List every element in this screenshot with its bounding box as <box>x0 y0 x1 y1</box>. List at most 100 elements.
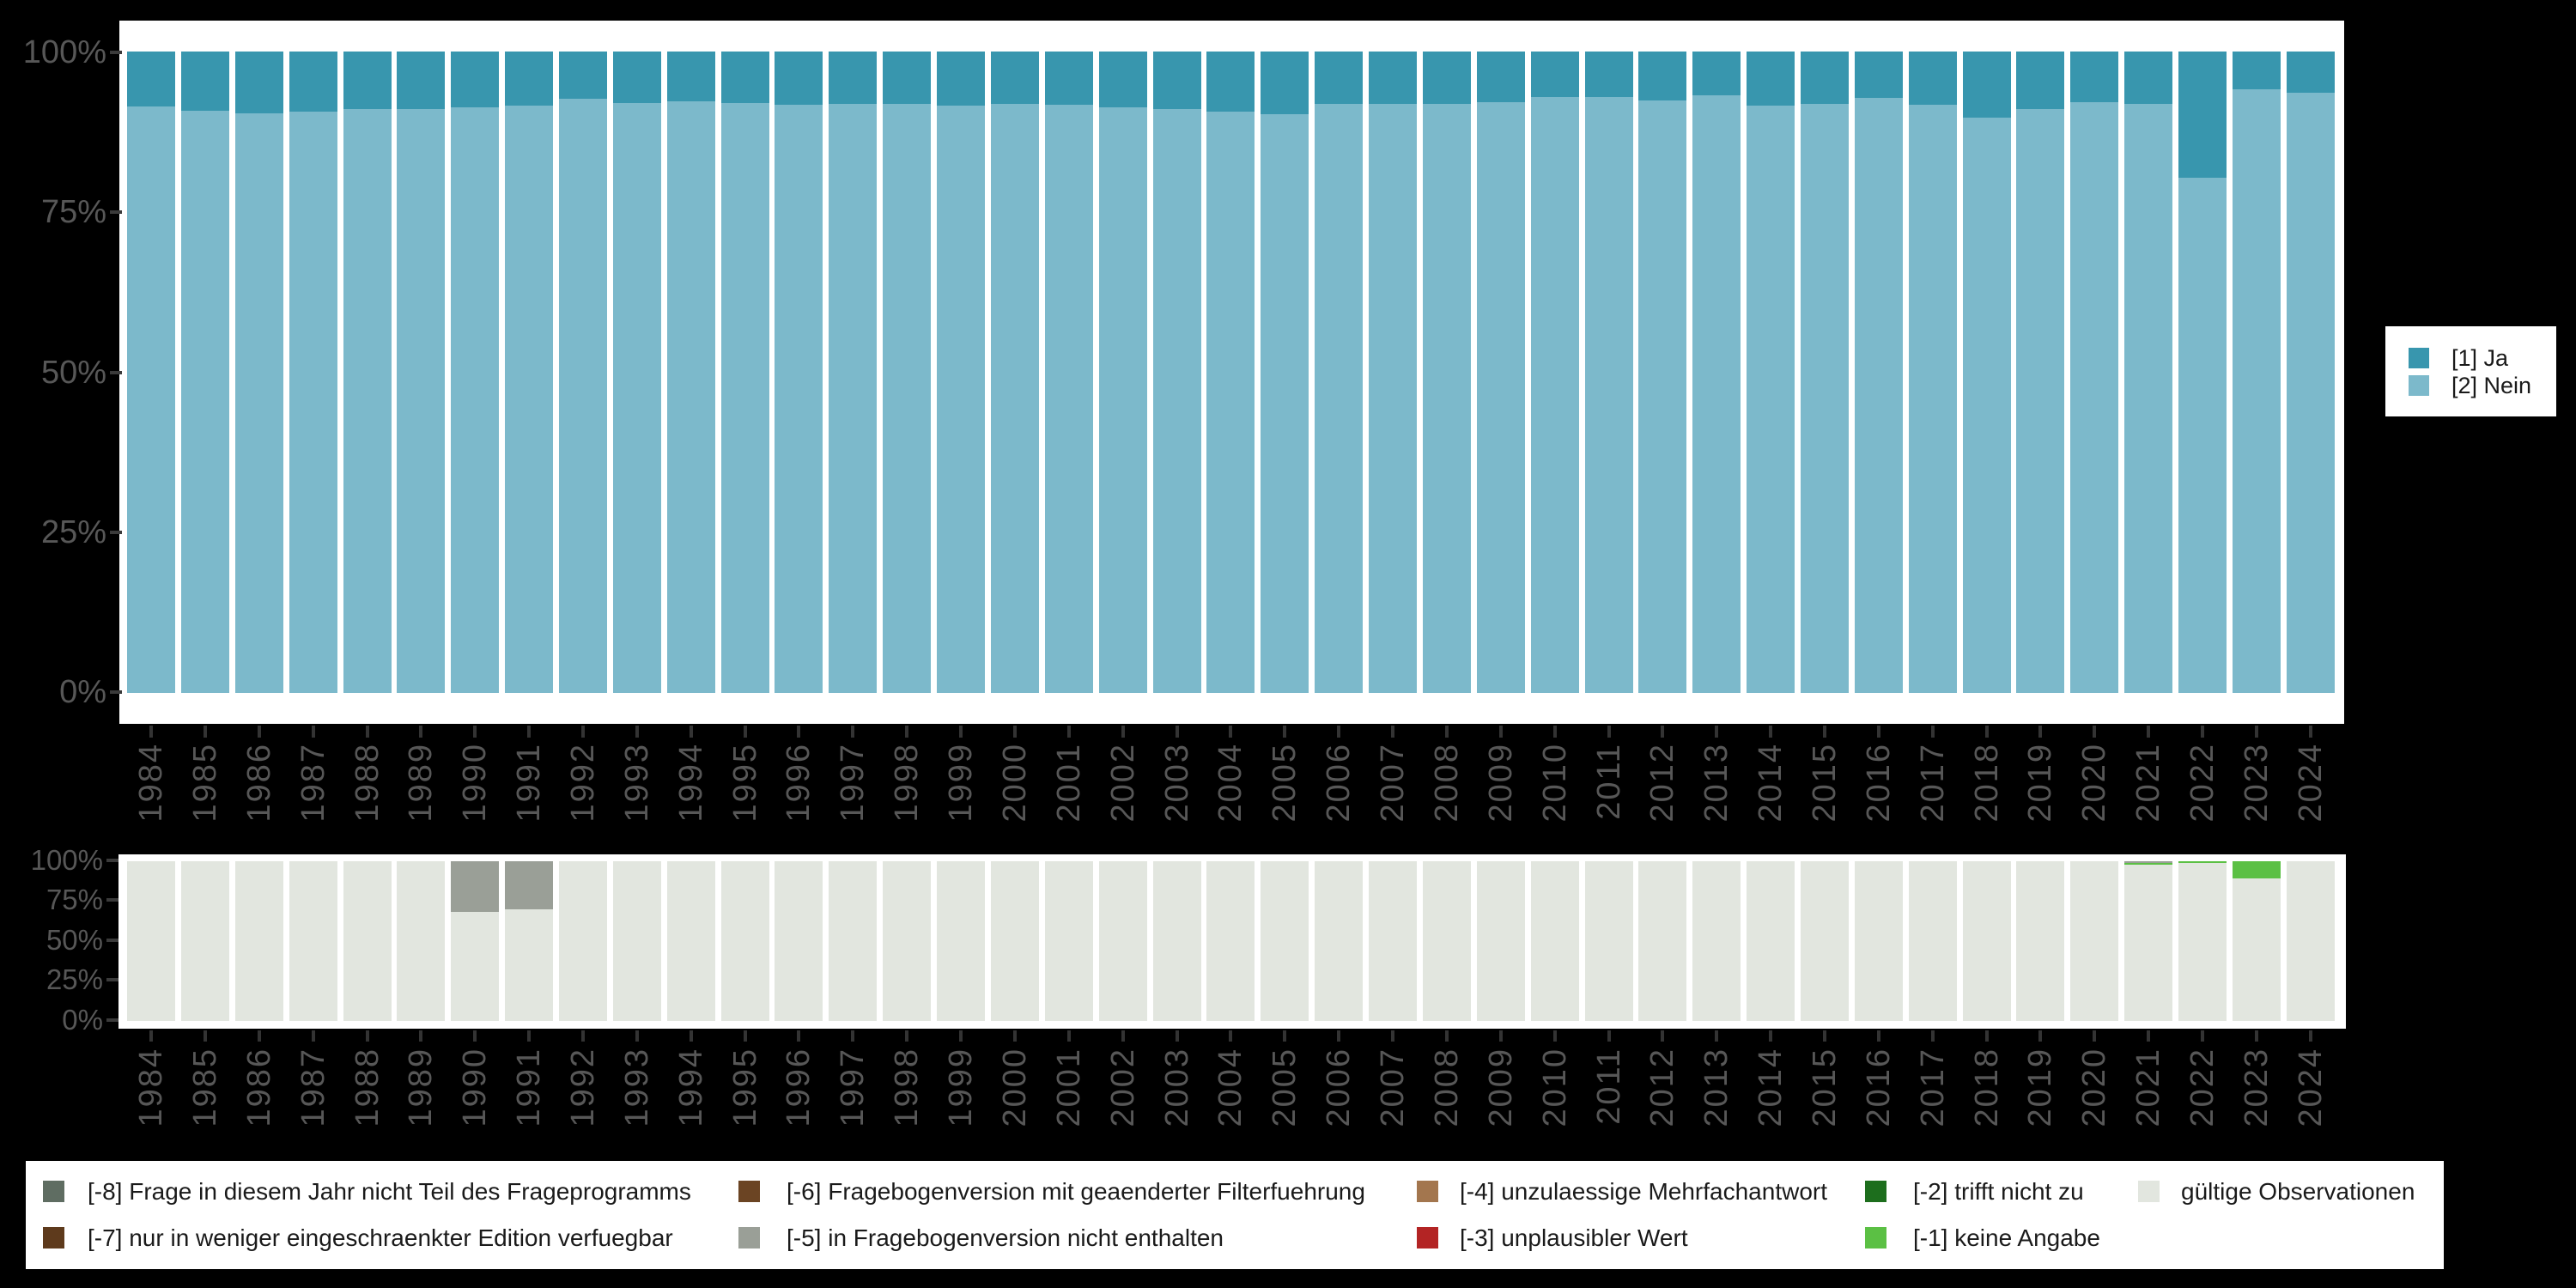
y-tick-50 <box>106 939 118 942</box>
x-tick-2021 <box>2147 726 2151 738</box>
x-label-2013: 2013 <box>1698 1048 1735 1127</box>
bar-1989 <box>397 861 446 1021</box>
x-tick-2003 <box>1175 726 1179 738</box>
bar-1987-segment <box>289 52 337 112</box>
bar-2001-segment <box>1044 105 1093 693</box>
bar-1995-segment <box>720 861 769 1021</box>
bar-1988 <box>343 52 392 693</box>
bar-2007 <box>1369 52 1417 693</box>
x-tick-2004 <box>1229 726 1233 738</box>
missing-legend-swatch-8 <box>2138 1181 2160 1202</box>
x-label-2009: 2009 <box>1482 1048 1519 1127</box>
bar-2002-segment <box>1098 107 1147 693</box>
bar-1992-segment <box>559 861 607 1021</box>
x-label-2011: 2011 <box>1590 743 1627 820</box>
y-tick-50 <box>110 371 122 374</box>
x-tick-2024 <box>2308 726 2312 738</box>
bar-2018 <box>1962 861 2011 1021</box>
x-tick-2000 <box>1012 726 1017 738</box>
bar-2016 <box>1854 52 1903 693</box>
x-label-2017: 2017 <box>1914 1048 1951 1127</box>
bar-1997-segment <box>829 52 878 104</box>
x-label-2010: 2010 <box>1536 743 1573 823</box>
bar-1998-segment <box>883 861 932 1021</box>
x-tick-1990 <box>473 726 477 738</box>
bar-2009-segment <box>1476 861 1525 1021</box>
x-label-2003: 2003 <box>1158 743 1195 823</box>
x-tick-2000 <box>1012 1030 1017 1042</box>
x-label-1985: 1985 <box>186 1048 223 1127</box>
x-label-2018: 2018 <box>1968 743 2005 823</box>
bar-2012-segment <box>1638 861 1687 1021</box>
bar-2002-segment <box>1098 52 1147 107</box>
bar-2016-segment <box>1854 97 1903 693</box>
x-tick-1989 <box>419 726 423 738</box>
x-label-2022: 2022 <box>2184 743 2221 823</box>
x-tick-2015 <box>1823 1030 1826 1042</box>
missing-legend-swatch-4 <box>1417 1181 1438 1202</box>
x-tick-1987 <box>311 726 315 738</box>
x-tick-1999 <box>959 726 963 738</box>
bar-2020 <box>2070 861 2119 1021</box>
bar-2020-segment <box>2070 52 2119 102</box>
bar-2023-segment <box>2232 52 2281 90</box>
bar-1985-segment <box>180 110 229 693</box>
x-tick-2023 <box>2254 726 2258 738</box>
bar-1996 <box>775 861 823 1021</box>
bar-2008-segment <box>1422 52 1471 105</box>
bar-2017 <box>1908 52 1957 693</box>
bar-2004-segment <box>1206 52 1255 112</box>
bar-2008-segment <box>1422 861 1471 1021</box>
x-tick-1984 <box>149 1030 153 1042</box>
missing-legend-label-7: [-1] keine Angabe <box>1913 1224 2100 1251</box>
bar-2006 <box>1315 52 1364 693</box>
bar-2017-segment <box>1908 105 1957 693</box>
x-label-1986: 1986 <box>240 1048 277 1127</box>
x-label-1989: 1989 <box>403 743 440 823</box>
bar-1998 <box>883 861 932 1021</box>
bar-1989-segment <box>397 861 446 1021</box>
bar-1988-segment <box>343 861 392 1021</box>
x-tick-1984 <box>149 726 153 738</box>
bar-1987 <box>289 52 337 693</box>
x-label-2023: 2023 <box>2238 743 2275 823</box>
x-label-1999: 1999 <box>943 1048 979 1127</box>
x-tick-2009 <box>1498 1030 1503 1042</box>
bar-1999 <box>937 52 985 693</box>
bar-2004 <box>1206 861 1255 1021</box>
bar-1992 <box>559 52 607 693</box>
x-tick-2011 <box>1607 1030 1611 1042</box>
bar-2020-segment <box>2070 102 2119 693</box>
bar-1995-segment <box>720 52 769 103</box>
x-tick-2008 <box>1444 1030 1449 1042</box>
x-tick-2005 <box>1283 726 1287 738</box>
x-tick-1987 <box>311 1030 315 1042</box>
x-label-2017: 2017 <box>1914 743 1951 823</box>
x-label-2013: 2013 <box>1698 743 1735 823</box>
x-label-1984: 1984 <box>133 743 169 823</box>
x-label-2012: 2012 <box>1644 1048 1681 1127</box>
bar-2008 <box>1422 52 1471 693</box>
x-tick-2003 <box>1175 1030 1179 1042</box>
bar-2007 <box>1369 861 1417 1021</box>
x-tick-2011 <box>1607 726 1611 738</box>
bar-1985-segment <box>180 52 229 111</box>
bar-1993 <box>612 52 661 693</box>
missing-legend-swatch-3 <box>738 1227 760 1249</box>
bar-2000-segment <box>990 861 1039 1021</box>
x-label-1991: 1991 <box>511 743 548 823</box>
y-tick-75 <box>106 898 118 902</box>
x-label-2016: 2016 <box>1860 743 1897 823</box>
x-label-2007: 2007 <box>1375 743 1411 823</box>
x-tick-2005 <box>1283 1030 1287 1042</box>
x-label-2023: 2023 <box>2238 1048 2275 1127</box>
bar-1998-segment <box>883 104 932 693</box>
bar-2010 <box>1530 861 1579 1021</box>
bar-2011-segment <box>1584 97 1633 693</box>
x-label-1996: 1996 <box>781 1048 817 1127</box>
bar-1986-segment <box>234 861 283 1021</box>
x-tick-2013 <box>1715 726 1719 738</box>
bar-2003 <box>1152 52 1201 693</box>
x-tick-2010 <box>1552 726 1557 738</box>
x-tick-1999 <box>959 1030 963 1042</box>
